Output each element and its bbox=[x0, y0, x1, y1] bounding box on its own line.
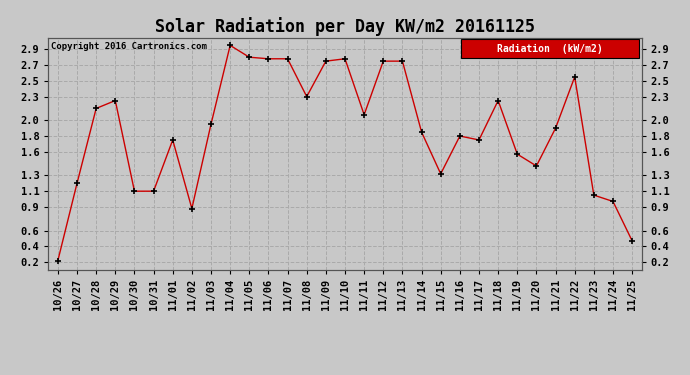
Text: Copyright 2016 Cartronics.com: Copyright 2016 Cartronics.com bbox=[51, 42, 207, 51]
FancyBboxPatch shape bbox=[461, 39, 639, 58]
Title: Solar Radiation per Day KW/m2 20161125: Solar Radiation per Day KW/m2 20161125 bbox=[155, 17, 535, 36]
Text: Radiation  (kW/m2): Radiation (kW/m2) bbox=[497, 44, 602, 54]
